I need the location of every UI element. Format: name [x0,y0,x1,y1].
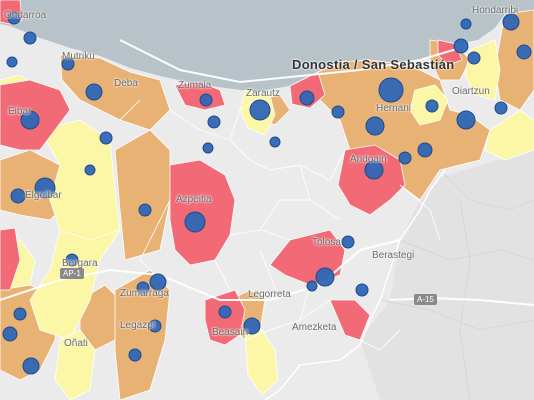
location-marker[interactable] [467,51,481,65]
location-marker[interactable] [417,142,433,158]
label-zumaia[interactable]: Zumaia [178,80,212,91]
location-marker[interactable] [365,116,385,136]
location-marker[interactable] [7,11,21,25]
label-donostia[interactable]: Donostia / San Sebastián [292,57,455,72]
sea [0,0,534,92]
label-amezketa[interactable]: Amezketa [292,322,337,333]
label-legorreta[interactable]: Legorreta [248,289,291,300]
label-eibar[interactable]: Eibar [8,106,32,117]
location-marker[interactable] [218,305,232,319]
location-marker[interactable] [425,99,439,113]
road-shield-a15: A-15 [414,294,437,305]
location-marker[interactable] [207,115,221,129]
label-berastegi[interactable]: Berastegi [372,250,415,261]
label-andoain[interactable]: Andoain [350,154,387,165]
location-marker[interactable] [10,188,26,204]
location-marker[interactable] [23,31,37,45]
location-marker[interactable] [453,38,469,54]
label-onati[interactable]: Oñati [64,338,88,349]
label-ondarroa[interactable]: Ondarroa [4,10,47,21]
location-marker[interactable] [494,101,508,115]
location-marker[interactable] [460,18,472,30]
region-outside-east [360,150,534,400]
location-marker[interactable] [84,164,96,176]
province-outline [264,169,446,400]
location-marker[interactable] [61,57,75,71]
label-beasain[interactable]: Beasain [212,327,249,338]
location-marker[interactable] [85,83,103,101]
location-marker[interactable] [20,110,40,130]
label-oiartzun[interactable]: Oiartzun [452,86,490,97]
location-marker[interactable] [22,357,40,375]
label-mutriku[interactable]: Mutriku [62,51,95,62]
location-marker[interactable] [299,90,315,106]
location-marker[interactable] [364,160,384,180]
location-marker[interactable] [243,317,261,335]
location-marker[interactable] [6,56,18,68]
label-zarautz[interactable]: Zarautz [246,88,280,99]
label-tolosa[interactable]: Tolosa [312,237,341,248]
location-marker[interactable] [315,267,335,287]
label-zumarraga[interactable]: Zumarraga [120,288,169,299]
label-hondarribia[interactable]: Hondarribi [472,5,519,16]
location-marker[interactable] [398,151,412,165]
location-marker[interactable] [516,44,532,60]
label-deba[interactable]: Deba [114,78,138,89]
location-marker[interactable] [184,211,206,233]
location-marker[interactable] [2,326,18,342]
label-hernani[interactable]: Hernani [376,103,412,114]
location-marker[interactable] [128,348,142,362]
location-marker[interactable] [202,142,214,154]
location-marker[interactable] [99,131,113,145]
location-marker[interactable] [355,283,369,297]
label-legazpi[interactable]: Legazpi [120,320,156,331]
label-bergara[interactable]: Bergara [62,258,98,269]
location-marker[interactable] [456,110,476,130]
location-marker[interactable] [149,273,167,291]
location-marker[interactable] [148,319,162,333]
location-marker[interactable] [269,136,281,148]
road-shield-ap1: AP-1 [60,268,84,279]
location-marker[interactable] [341,235,355,249]
location-marker[interactable] [13,307,27,321]
location-marker[interactable] [34,177,56,199]
location-marker[interactable] [136,281,150,295]
location-marker[interactable] [306,280,318,292]
location-marker[interactable] [331,105,345,119]
municipal-boundaries [59,99,441,351]
location-marker[interactable] [249,99,271,121]
location-marker[interactable] [199,93,213,107]
location-marker[interactable] [378,77,404,103]
label-azpeitia[interactable]: Azpeitia [176,194,212,205]
location-marker[interactable] [138,203,152,217]
outside-boundaries [379,169,534,400]
location-marker[interactable] [65,253,79,267]
location-marker[interactable] [502,13,520,31]
label-elgoibar[interactable]: Elgoibar [25,190,62,201]
